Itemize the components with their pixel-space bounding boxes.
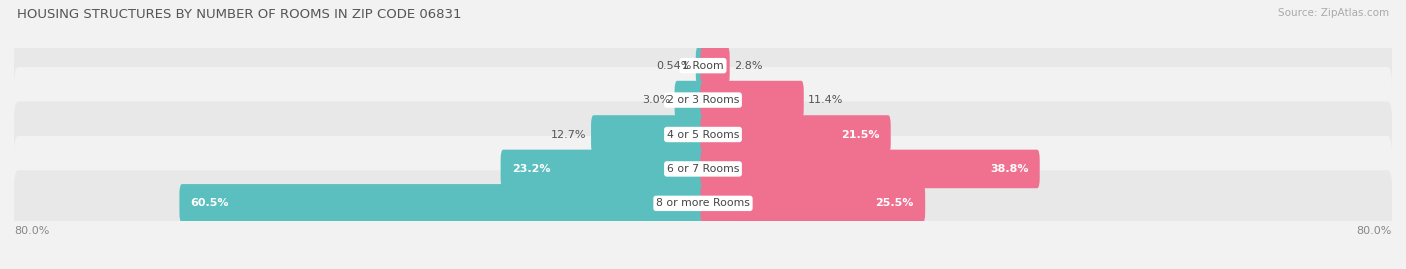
FancyBboxPatch shape xyxy=(180,184,706,223)
Text: 21.5%: 21.5% xyxy=(841,129,880,140)
FancyBboxPatch shape xyxy=(14,136,1392,202)
Text: 8 or more Rooms: 8 or more Rooms xyxy=(657,198,749,208)
FancyBboxPatch shape xyxy=(700,184,925,223)
Text: Source: ZipAtlas.com: Source: ZipAtlas.com xyxy=(1278,8,1389,18)
FancyBboxPatch shape xyxy=(14,67,1392,133)
Text: 0.54%: 0.54% xyxy=(657,61,692,71)
FancyBboxPatch shape xyxy=(675,81,706,119)
Text: 60.5%: 60.5% xyxy=(191,198,229,208)
FancyBboxPatch shape xyxy=(700,46,730,85)
Text: 38.8%: 38.8% xyxy=(990,164,1029,174)
FancyBboxPatch shape xyxy=(591,115,706,154)
FancyBboxPatch shape xyxy=(700,115,891,154)
Text: 11.4%: 11.4% xyxy=(808,95,844,105)
Text: 4 or 5 Rooms: 4 or 5 Rooms xyxy=(666,129,740,140)
Text: 1 Room: 1 Room xyxy=(682,61,724,71)
FancyBboxPatch shape xyxy=(501,150,706,188)
Text: 25.5%: 25.5% xyxy=(876,198,914,208)
Text: HOUSING STRUCTURES BY NUMBER OF ROOMS IN ZIP CODE 06831: HOUSING STRUCTURES BY NUMBER OF ROOMS IN… xyxy=(17,8,461,21)
Text: 23.2%: 23.2% xyxy=(512,164,550,174)
Text: 80.0%: 80.0% xyxy=(14,226,49,236)
Text: 80.0%: 80.0% xyxy=(1357,226,1392,236)
FancyBboxPatch shape xyxy=(700,81,804,119)
Text: 3.0%: 3.0% xyxy=(643,95,671,105)
FancyBboxPatch shape xyxy=(14,33,1392,99)
Text: 12.7%: 12.7% xyxy=(551,129,586,140)
Text: 6 or 7 Rooms: 6 or 7 Rooms xyxy=(666,164,740,174)
FancyBboxPatch shape xyxy=(14,101,1392,168)
FancyBboxPatch shape xyxy=(14,170,1392,236)
Text: 2 or 3 Rooms: 2 or 3 Rooms xyxy=(666,95,740,105)
FancyBboxPatch shape xyxy=(700,150,1039,188)
Text: 2.8%: 2.8% xyxy=(734,61,762,71)
FancyBboxPatch shape xyxy=(696,46,706,85)
